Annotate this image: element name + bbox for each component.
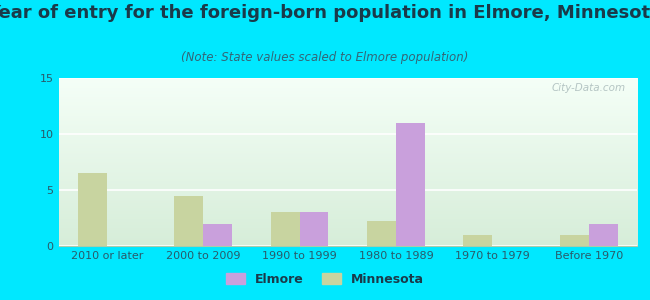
Bar xyxy=(174,196,203,246)
Text: Year of entry for the foreign-born population in Elmore, Minnesota: Year of entry for the foreign-born popul… xyxy=(0,4,650,22)
Legend: Elmore, Minnesota: Elmore, Minnesota xyxy=(221,268,429,291)
Bar xyxy=(203,224,232,246)
Text: City-Data.com: City-Data.com xyxy=(551,83,625,93)
Bar xyxy=(396,123,425,246)
Bar xyxy=(589,224,617,246)
Bar xyxy=(300,212,328,246)
Bar xyxy=(463,235,493,246)
Bar xyxy=(78,173,107,246)
Bar xyxy=(560,235,589,246)
Text: (Note: State values scaled to Elmore population): (Note: State values scaled to Elmore pop… xyxy=(181,51,469,64)
Bar xyxy=(367,221,396,246)
Bar xyxy=(270,212,300,246)
